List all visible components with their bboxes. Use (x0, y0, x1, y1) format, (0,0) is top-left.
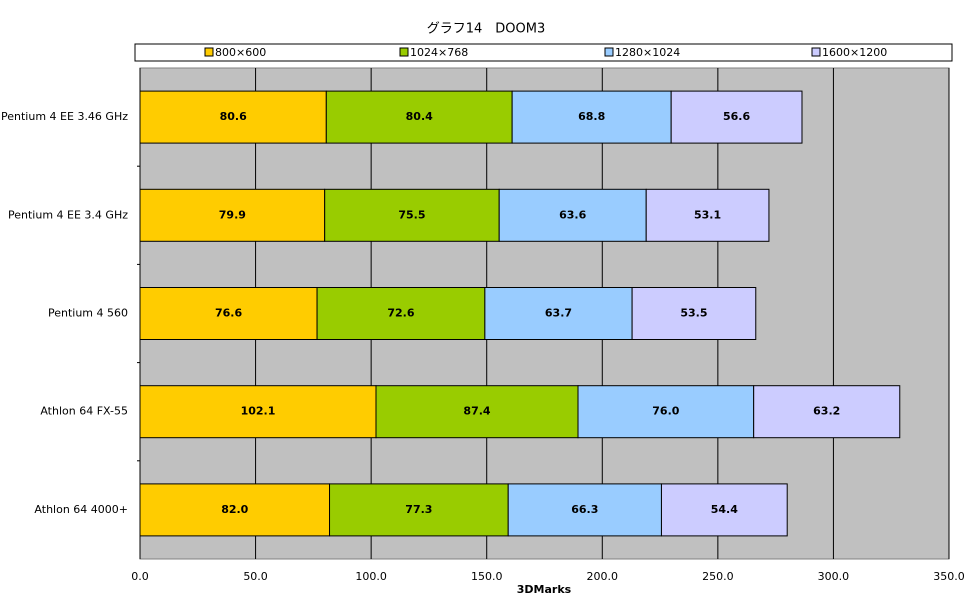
bar-segment (329, 483, 509, 537)
value-label: 66.3 (571, 503, 598, 516)
bar-segment (484, 287, 633, 340)
bar-segment (507, 483, 662, 537)
legend-label: 1024×768 (410, 46, 468, 59)
x-tick-label: 100.0 (355, 570, 387, 583)
bar-segment (324, 188, 500, 242)
value-label: 75.5 (398, 208, 425, 221)
y-tick-label: Athlon 64 FX-55 (40, 405, 128, 418)
bar-segment (577, 385, 755, 439)
bar-segment (139, 483, 331, 537)
bar-segment (631, 287, 757, 340)
x-tick-label: 200.0 (587, 570, 619, 583)
y-tick-label: Pentium 4 EE 3.46 GHz (1, 110, 128, 123)
bar-segment (660, 483, 788, 537)
value-label: 87.4 (463, 405, 490, 418)
bar-segment (139, 90, 327, 144)
value-label: 102.1 (241, 405, 276, 418)
legend-box (134, 43, 953, 62)
value-label: 80.4 (406, 110, 433, 123)
value-label: 82.0 (221, 503, 248, 516)
value-label: 54.4 (711, 503, 738, 516)
bar-segment (139, 287, 318, 340)
value-label: 68.8 (578, 110, 605, 123)
x-tick-label: 350.0 (933, 570, 965, 583)
value-label: 77.3 (405, 503, 432, 516)
bar-segment (753, 385, 901, 439)
value-label: 63.6 (559, 208, 586, 221)
x-axis-title: 3DMarks (517, 583, 572, 596)
legend-label: 1600×1200 (822, 46, 887, 59)
value-label: 76.0 (652, 405, 679, 418)
bar-segment (645, 188, 770, 242)
value-label: 79.9 (219, 208, 246, 221)
bar-segment (375, 385, 579, 439)
value-label: 53.1 (694, 208, 721, 221)
value-label: 76.6 (215, 307, 242, 320)
legend-swatch (204, 47, 214, 57)
legend-swatch (604, 47, 614, 57)
value-label: 80.6 (220, 110, 247, 123)
legend-label: 800×600 (215, 46, 266, 59)
legend-label: 1280×1024 (615, 46, 680, 59)
bar-segment (670, 90, 803, 144)
bar-segment (325, 90, 513, 144)
value-label: 63.7 (545, 307, 572, 320)
legend-swatch (811, 47, 821, 57)
y-tick-label: Pentium 4 560 (48, 307, 128, 320)
bar-segment (316, 287, 486, 340)
y-tick-label: Athlon 64 4000+ (34, 503, 128, 516)
x-tick-label: 150.0 (471, 570, 503, 583)
value-label: 56.6 (723, 110, 750, 123)
y-tick-label: Pentium 4 EE 3.4 GHz (8, 208, 128, 221)
legend-swatch (399, 47, 409, 57)
bar-segment (511, 90, 672, 144)
value-label: 53.5 (680, 307, 707, 320)
value-label: 63.2 (813, 405, 840, 418)
x-tick-label: 300.0 (818, 570, 850, 583)
chart-title: グラフ14 DOOM3 (427, 22, 546, 37)
bar-segment (498, 188, 647, 242)
value-label: 72.6 (387, 307, 414, 320)
x-tick-label: 250.0 (702, 570, 734, 583)
bar-segment (139, 385, 377, 439)
x-tick-label: 0.0 (131, 570, 149, 583)
bar-segment (139, 188, 326, 242)
x-tick-label: 50.0 (243, 570, 268, 583)
